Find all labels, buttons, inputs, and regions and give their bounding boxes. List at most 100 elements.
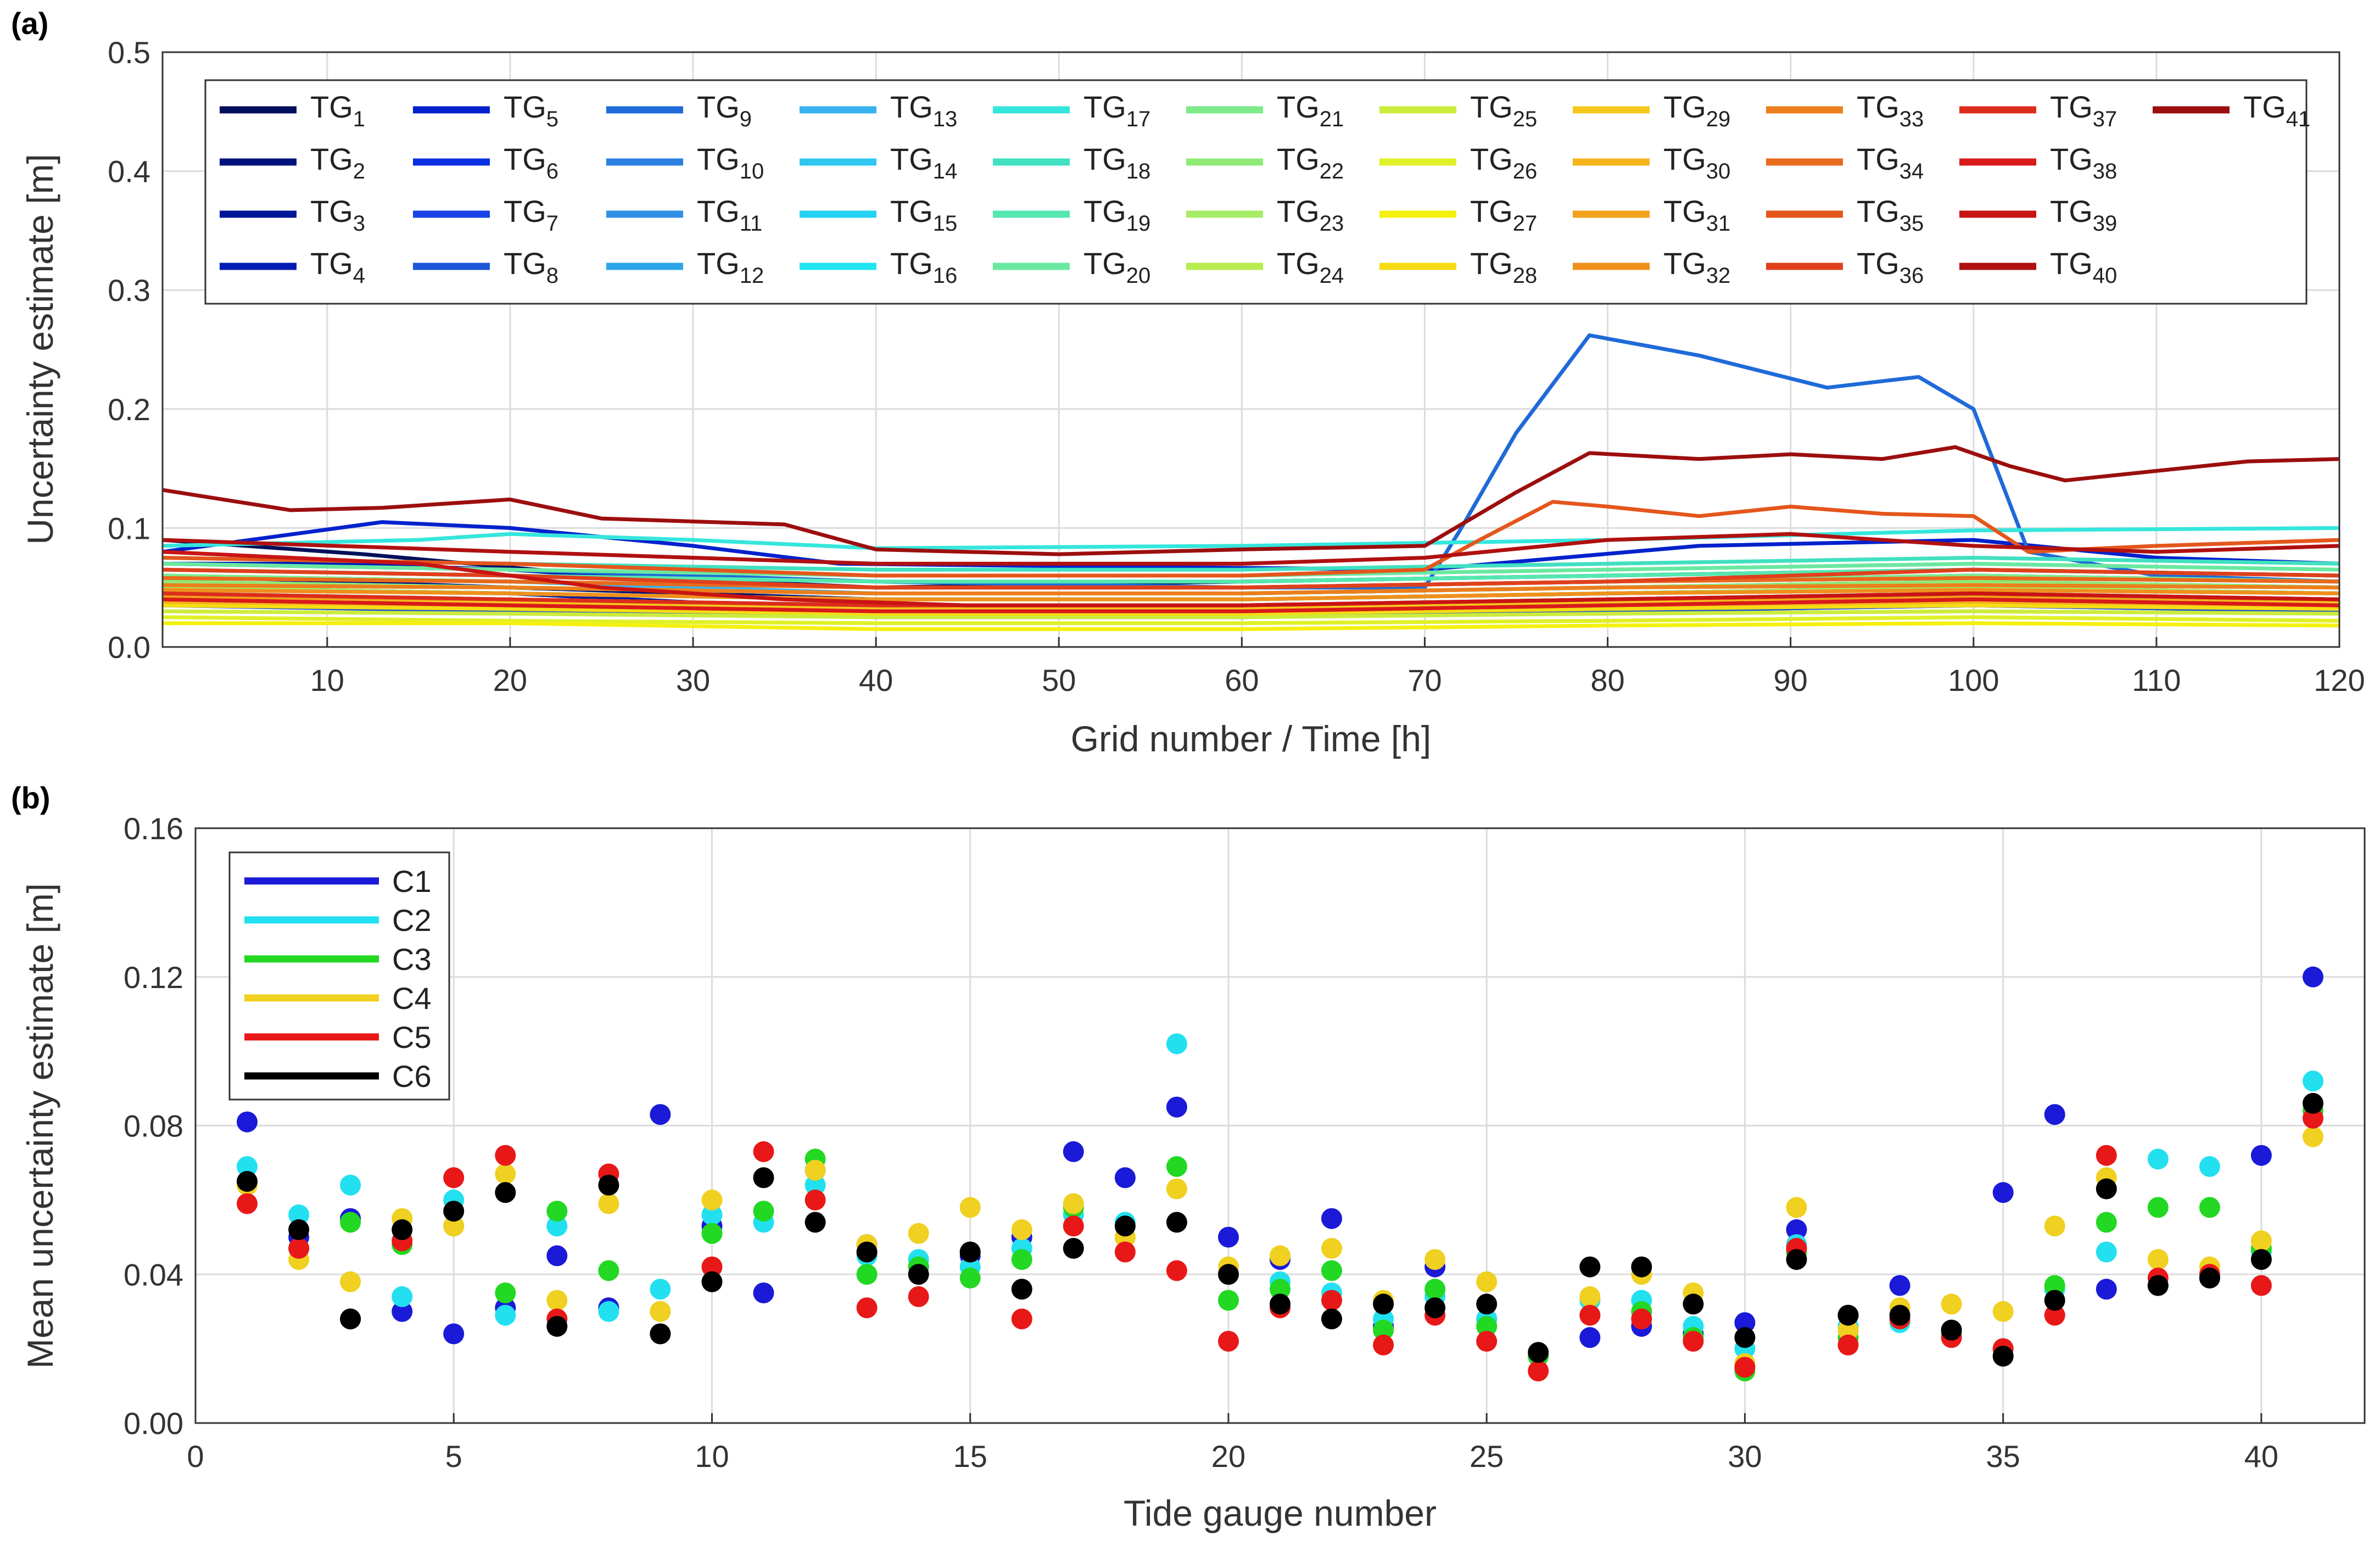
a-xtick-label: 30 [676,663,710,698]
point-c4-tg31 [1786,1197,1807,1218]
legend-label-tg17: TG17 [1083,90,1150,131]
panel-b-plot-frame [194,827,2366,1424]
panel-b-y-axis-label: Mean uncertainty estimate [m] [20,883,60,1369]
panel-b: (b) 0 5 10 15 20 25 30 35 40 0.00 0.04 0.08 0.12 0.1… [11,780,2366,1533]
b-ytick-label: 0.12 [124,960,183,995]
point-c4-tg12 [804,1159,826,1181]
legend-label-tg34: TG34 [1857,142,1924,183]
b-ytick-label: 0.00 [124,1406,183,1441]
point-c5-tg11 [753,1141,774,1162]
point-c3-tg37 [2096,1212,2117,1233]
point-c1-tg22 [1321,1208,1342,1229]
legend-label-tg33: TG33 [1857,90,1924,131]
point-c6-tg26 [1528,1342,1549,1363]
point-c1-tg17 [1063,1141,1084,1162]
point-c4-tg24 [1424,1249,1446,1270]
point-c6-tg2 [288,1219,310,1240]
series-line-tg41 [162,445,2340,556]
point-c1-tg5 [443,1323,465,1344]
point-c2-tg37 [2096,1241,2117,1263]
point-c6-tg41 [2303,1092,2323,1114]
point-c2-tg8 [598,1301,619,1322]
point-c3-tg38 [2147,1197,2169,1218]
panel-b-x-axis-label: Tide gauge number [1124,1493,1437,1533]
point-c4-tg22 [1321,1237,1342,1259]
point-c2-tg9 [650,1279,671,1300]
a-ytick-label: 0.4 [108,154,150,189]
point-c2-tg6 [495,1304,516,1326]
panel-a-x-ticks: 10 20 30 40 50 60 70 80 90 100 110 120 [310,637,2365,698]
point-c6-tg28 [1631,1256,1652,1277]
panel-b-x-ticks: 0 5 10 15 20 25 30 35 40 [187,1413,2278,1474]
legend-label-tg29: TG29 [1663,90,1730,131]
legend-label-tg25: TG25 [1470,90,1537,131]
b-xtick-label: 30 [1728,1439,1762,1474]
b-xtick-label: 35 [1986,1439,2020,1474]
point-c6-tg3 [340,1308,361,1330]
panel-a: (a) 10 20 30 40 50 60 70 80 90 100 110 120 0.00.10.… [11,6,2365,759]
legend-label-tg13: TG13 [890,90,957,131]
point-c5-tg41 [2303,1108,2323,1129]
legend-label-tg4: TG4 [310,246,365,288]
point-c5-tg10 [701,1256,723,1277]
point-c3-tg36 [2044,1275,2065,1296]
point-c6-tg34 [1941,1319,1962,1341]
point-c5-tg5 [443,1167,465,1189]
point-c1-tg18 [1114,1167,1136,1189]
point-c2-tg10 [701,1204,723,1225]
legend-label-tg12: TG12 [697,246,764,288]
point-c1-tg33 [1889,1275,1910,1296]
point-c6-tg35 [1992,1346,2014,1367]
point-c6-tg37 [2096,1178,2117,1199]
point-c4-tg35 [1992,1301,2014,1322]
point-c5-tg30 [1734,1357,1756,1378]
point-c6-tg29 [1683,1293,1704,1315]
point-c4-tg10 [701,1189,723,1210]
legend-label-tg35: TG35 [1857,194,1924,236]
point-c5-tg16 [1011,1308,1032,1330]
panel-b-label: (b) [11,780,51,815]
series-line-tg32 [162,588,2340,601]
point-c3-tg7 [546,1201,568,1222]
point-c6-tg33 [1889,1304,1910,1326]
point-c1-tg35 [1992,1182,2014,1203]
point-c5-tg40 [2250,1275,2272,1296]
point-c6-tg36 [2044,1290,2065,1311]
point-c4-tg41 [2303,1126,2323,1147]
point-c4-tg38 [2147,1249,2169,1270]
point-c4-tg27 [1579,1286,1601,1307]
point-c3-tg20 [1218,1290,1239,1311]
legend-label-tg16: TG16 [890,246,957,288]
point-c6-tg32 [1837,1304,1859,1326]
point-c6-tg16 [1011,1279,1032,1300]
point-c2-tg2 [288,1204,310,1225]
a-xtick-label: 120 [2314,663,2365,698]
legend-label-tg8: TG8 [504,246,558,288]
b-ytick-label: 0.08 [124,1109,183,1143]
point-c5-tg32 [1837,1334,1859,1355]
panel-b-series-points [237,966,2323,1382]
point-c4-tg15 [959,1197,981,1218]
point-c3-tg3 [340,1212,361,1233]
point-c2-tg41 [2303,1070,2323,1092]
legend-label-tg31: TG31 [1663,194,1730,236]
legend-label-tg6: TG6 [504,142,558,183]
point-c4-tg16 [1011,1219,1032,1240]
point-c2-tg39 [2199,1156,2220,1177]
legend-label-tg18: TG18 [1083,142,1150,183]
point-c3-tg16 [1011,1249,1032,1270]
point-c6-tg30 [1734,1327,1756,1348]
legend-label-tg40: TG40 [2050,246,2117,288]
series-line-tg9 [162,333,2340,590]
point-c5-tg1 [237,1193,258,1214]
point-c6-tg12 [804,1212,826,1233]
legend-label-c1: C1 [392,864,432,899]
point-c5-tg18 [1114,1241,1136,1263]
point-c1-tg20 [1218,1226,1239,1248]
point-c4-tg14 [908,1223,929,1244]
point-c1-tg11 [753,1282,774,1304]
panel-a-y-axis-label: Uncertainty estimate [m] [20,154,60,545]
legend-label-tg41: TG41 [2243,90,2310,131]
point-c1-tg41 [2303,966,2323,987]
point-c6-tg15 [959,1241,981,1263]
